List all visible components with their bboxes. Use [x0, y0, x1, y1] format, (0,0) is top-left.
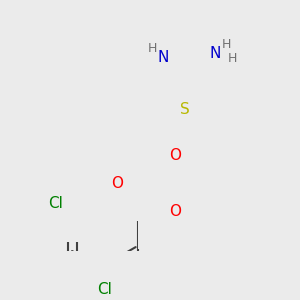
- Text: H: H: [221, 38, 231, 52]
- Text: H: H: [147, 41, 157, 55]
- Text: S: S: [136, 176, 146, 190]
- Text: O: O: [169, 148, 181, 163]
- Text: N: N: [157, 50, 169, 65]
- Text: Cl: Cl: [98, 281, 112, 296]
- Text: Cl: Cl: [48, 196, 63, 211]
- Text: H: H: [227, 52, 237, 64]
- Text: O: O: [169, 203, 181, 218]
- Text: S: S: [180, 103, 190, 118]
- Text: N: N: [209, 46, 221, 61]
- Text: O: O: [111, 176, 123, 190]
